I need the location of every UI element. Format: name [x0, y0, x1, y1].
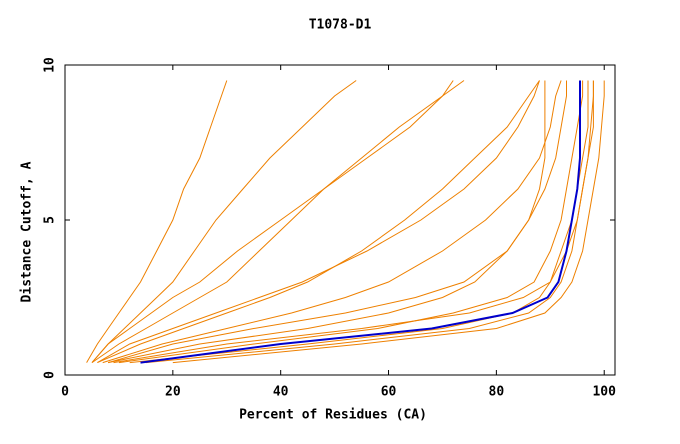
x-axis-label: Percent of Residues (CA) [239, 408, 427, 423]
series-line [86, 80, 228, 363]
series-line [91, 80, 357, 363]
series-line [97, 80, 540, 364]
series-line [97, 80, 540, 364]
x-tick-label: 40 [273, 385, 289, 400]
x-tick-label: 60 [381, 385, 397, 400]
series-line [91, 80, 454, 363]
y-tick-label: 0 [43, 371, 58, 379]
x-tick-label: 80 [489, 385, 505, 400]
y-tick-label: 10 [43, 57, 58, 73]
series-line [91, 80, 465, 364]
x-tick-label: 100 [592, 385, 616, 400]
series-line [129, 80, 589, 364]
series-line [102, 80, 562, 364]
series-line [118, 80, 584, 364]
series-line [145, 80, 594, 364]
chart-title: T1078-D1 [309, 18, 372, 33]
series-line [172, 80, 605, 364]
y-axis-label: Distance Cutoff, A [20, 161, 35, 302]
y-tick-label: 5 [43, 216, 58, 224]
x-tick-label: 20 [165, 385, 181, 400]
x-tick-label: 0 [61, 385, 69, 400]
series-line [107, 80, 546, 364]
series-line [140, 80, 581, 364]
